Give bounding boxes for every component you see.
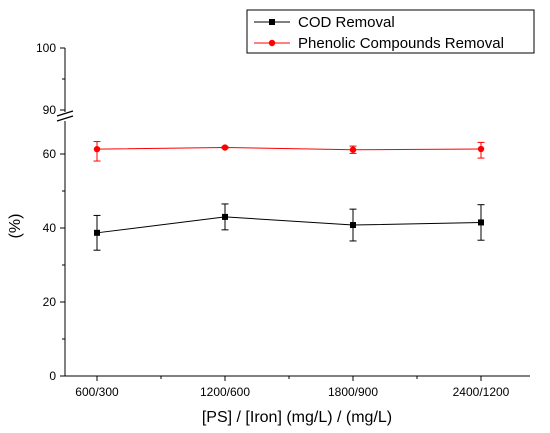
data-point — [94, 229, 100, 236]
x-tick-label: 600/300 — [75, 385, 119, 399]
data-point — [221, 144, 229, 151]
data-point — [350, 222, 356, 229]
y-axis-label: (%) — [7, 214, 24, 239]
legend-box — [246, 9, 535, 54]
y-tick-label: 100 — [36, 41, 56, 55]
y-tick-label: 90 — [43, 103, 57, 117]
series-cod-removal — [93, 203, 485, 251]
x-axis-label: [PS] / [Iron] (mg/L) / (mg/L) — [202, 409, 392, 426]
y-tick-label: 40 — [43, 221, 57, 235]
y-tick-label: 60 — [43, 147, 57, 161]
series-line-cod-removal — [96, 216, 482, 234]
legend-marker — [268, 39, 276, 47]
y-tick-label: 20 — [43, 295, 57, 309]
legend-label: Phenolic Compounds Removal — [298, 35, 504, 52]
data-point — [477, 145, 485, 153]
x-tick-label: 1200/600 — [200, 385, 250, 399]
data-point — [478, 219, 484, 226]
series-phenolic-compounds-removal — [93, 141, 485, 162]
x-tick-label: 2400/1200 — [453, 385, 510, 399]
legend: COD Removal Phenolic Compounds Removal — [246, 9, 535, 54]
axes — [56, 48, 530, 377]
series-layer — [93, 141, 485, 251]
series-line-phenolic-compounds-removal — [96, 147, 482, 151]
data-point — [93, 145, 101, 153]
y-tick-label: 0 — [49, 369, 56, 383]
legend-entry-cod-removal: COD Removal — [254, 14, 395, 31]
legend-label: COD Removal — [298, 14, 395, 31]
data-point — [222, 213, 228, 220]
legend-entry-phenolic-compounds-removal: Phenolic Compounds Removal — [254, 35, 504, 52]
y-ticks: 0 20 40 60 90 100 — [36, 41, 65, 383]
data-point — [349, 146, 357, 153]
legend-marker — [269, 19, 275, 25]
x-tick-label: 1800/900 — [328, 385, 378, 399]
x-ticks: 600/300 1200/600 1800/900 2400/1200 — [75, 376, 510, 399]
axis-break-icon — [56, 110, 74, 122]
